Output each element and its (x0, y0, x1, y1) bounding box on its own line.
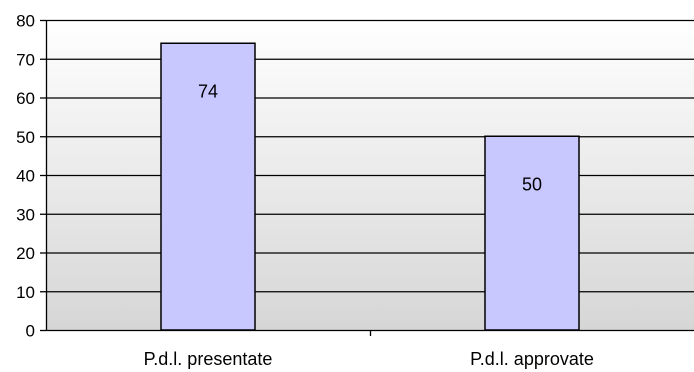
bars (160, 42, 580, 331)
bar-1 (484, 135, 580, 331)
axes (40, 19, 694, 336)
x-tick-label-1: P.d.l. approvate (470, 349, 594, 369)
y-tick-label-80: 80 (16, 12, 35, 31)
y-tick-label-60: 60 (16, 89, 35, 108)
x-tick-label-0: P.d.l. presentate (144, 349, 273, 369)
gridlines (46, 19, 694, 293)
data-label-0: 74 (198, 81, 218, 101)
y-tick-labels: 0 10 20 30 40 50 60 70 80 (16, 12, 35, 341)
bar-0 (160, 42, 256, 331)
y-tick-label-70: 70 (16, 50, 35, 69)
y-tick-label-0: 0 (26, 322, 35, 341)
y-tick-label-30: 30 (16, 205, 35, 224)
y-tick-label-40: 40 (16, 167, 35, 186)
x-tick-labels: P.d.l. presentate P.d.l. approvate (144, 349, 594, 369)
y-tick-label-10: 10 (16, 283, 35, 302)
y-tick-label-50: 50 (16, 128, 35, 147)
y-tick-label-20: 20 (16, 244, 35, 263)
data-label-1: 50 (522, 174, 542, 194)
data-labels: 74 50 (198, 81, 542, 194)
